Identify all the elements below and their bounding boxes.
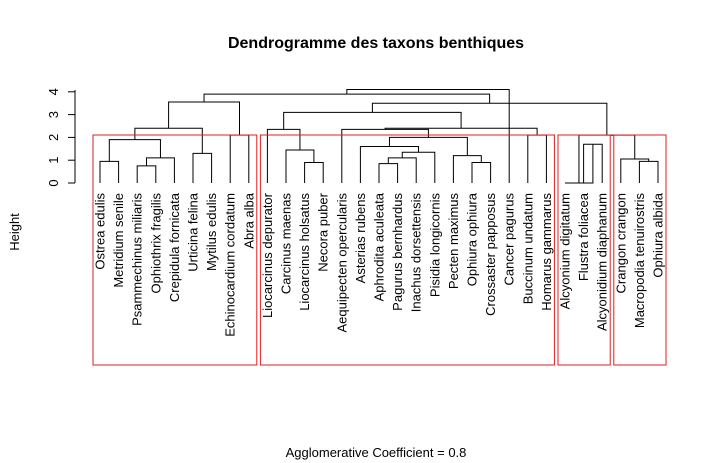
leaf-label: Flustra foliacea: [576, 192, 591, 281]
leaf-label: Ophiura albida: [651, 192, 666, 277]
cluster-rectangle: [92, 134, 258, 366]
y-tick-label: 3: [46, 111, 61, 118]
leaf-label: Metridium senile: [111, 193, 126, 288]
dendrogram-branch: [387, 157, 417, 183]
leaf-label: Buccinum undatum: [520, 193, 535, 304]
y-axis-ticks: 0 1 2 3 4: [46, 88, 75, 187]
leaf-label: Alcyonidium diaphanum: [595, 193, 610, 331]
chart-title: Dendrogramme des taxons benthiques: [228, 35, 524, 52]
dendrogram-branch: [346, 89, 510, 183]
dendrogram-branch: [378, 163, 399, 183]
leaf-label: Carcinus maenas: [279, 193, 294, 295]
dendrogram-branch: [371, 102, 608, 136]
leaf-label: Urticina felina: [186, 192, 201, 272]
dendrogram-branch: [192, 152, 213, 183]
y-tick-label: 0: [46, 179, 61, 186]
dendrogram-branch: [527, 134, 547, 183]
leaf-labels: Ostrea edulis Metridium senile Psammechinu…: [93, 192, 666, 337]
leaf-label: Pisidia longicornis: [427, 193, 442, 298]
y-tick-label: 2: [46, 134, 61, 141]
leaf-label: Ophiura ophiura: [465, 192, 480, 286]
leaf-label: Crangon crangon: [613, 193, 628, 293]
leaf-label: Crossaster papposus: [483, 193, 498, 316]
y-tick-label: 1: [46, 157, 61, 164]
dendrogram-branch: [620, 158, 650, 183]
cluster-boxes: [92, 134, 667, 366]
leaf-label: Ostrea edulis: [93, 193, 108, 270]
leaf-label: Macropodia tenuirostris: [632, 193, 647, 329]
y-tick-label: 4: [46, 88, 61, 95]
leaf-label: Aequipecten opercularis: [334, 193, 349, 333]
y-axis-label: Height: [7, 213, 22, 251]
dendrogram-branch: [229, 134, 250, 183]
leaf-label: Aphrodita aculeata: [372, 192, 387, 301]
leaf-label: Pecten maximus: [446, 193, 461, 290]
leaf-label: Cancer pagurus: [502, 193, 517, 286]
dendrogram-branch: [266, 128, 301, 183]
cluster-rectangle: [259, 134, 555, 366]
dendrogram-branch: [146, 157, 175, 183]
cluster-rectangle: [557, 134, 611, 366]
leaf-label: Alcyonium digitatum: [558, 193, 573, 309]
dendrogram-branch: [203, 93, 491, 104]
leaf-label: Pagurus bernhardus: [390, 193, 405, 311]
dendrogram-branch: [452, 155, 482, 183]
leaf-label: Asterias rubens: [353, 193, 368, 284]
leaf-label: Mytilus edulis: [204, 193, 219, 272]
dendrogram-branch: [134, 127, 203, 154]
dendrogram-branch: [285, 149, 315, 183]
dendrogram-branch: [401, 151, 436, 183]
dendrogram-branch: [471, 161, 492, 183]
dendrogram-branch: [304, 161, 324, 183]
leaf-label: Echinocardium cordatum: [223, 193, 238, 337]
leaf-label: Liocarcinus depurator: [260, 192, 275, 318]
leaf-label: Inachus dorsettensis: [409, 193, 424, 313]
leaf-label: Liocarcinus holsatus: [297, 193, 312, 311]
leaf-label: Necora puber: [316, 192, 331, 271]
dendrogram-branch: [565, 144, 594, 184]
dendrogram-branch: [638, 160, 659, 183]
leaf-label: Ophiothrix fragilis: [148, 193, 163, 294]
dendrogram-branch: [99, 160, 120, 183]
leaf-label: Homarus gammarus: [539, 193, 554, 311]
agglomerative-coefficient: Agglomerative Coefficient = 0.8: [286, 445, 467, 460]
dendrogram-branch: [136, 165, 157, 183]
leaf-label: Psammechinus miliaris: [130, 193, 145, 326]
dendrogram-branch: [283, 111, 462, 130]
leaf-label: Abra alba: [241, 192, 256, 248]
tree-branches: [99, 89, 659, 184]
dendrogram-branch: [168, 101, 240, 136]
leaf-label: Crepidula fornicata: [167, 192, 182, 302]
cluster-rectangle: [613, 134, 667, 366]
